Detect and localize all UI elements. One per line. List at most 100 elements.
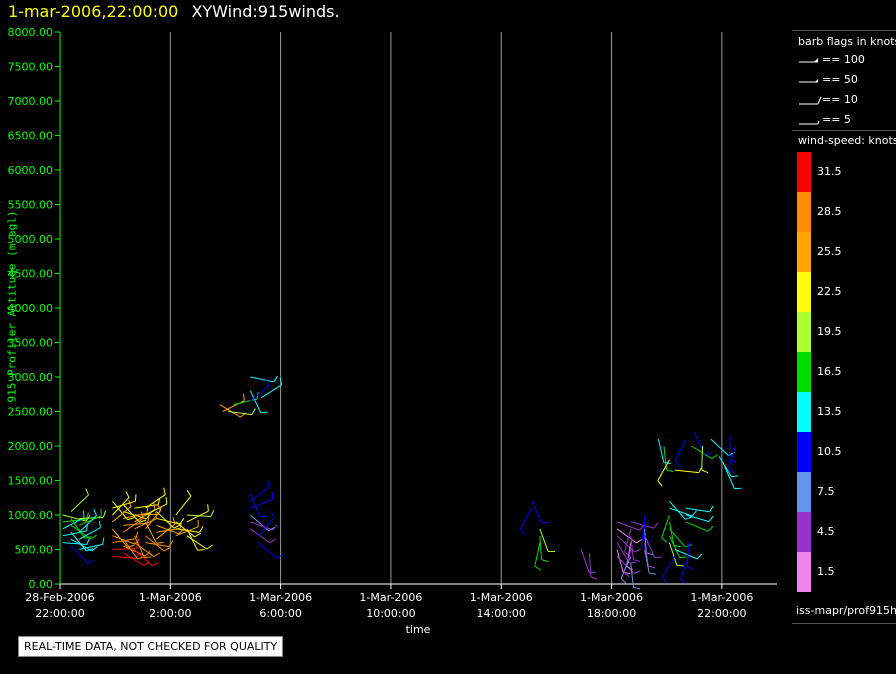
wind-barb — [249, 479, 270, 502]
x-tick-label-time: 22:00:00 — [35, 607, 84, 620]
colorbar-segment — [797, 352, 811, 392]
wind-barb — [70, 538, 98, 552]
barb-legend-title: barb flags in knots — [798, 35, 896, 48]
wind-barb — [249, 528, 276, 544]
wind-barb — [228, 408, 256, 416]
wind-barb — [250, 521, 278, 531]
x-tick-label-time: 22:00:00 — [697, 607, 746, 620]
y-tick-label: 6500.00 — [8, 130, 54, 143]
wind-barb — [657, 459, 670, 487]
colorbar-segment — [797, 152, 811, 192]
y-tick-label: 5000.00 — [8, 233, 54, 246]
wind-barb — [728, 445, 737, 474]
wind-barb — [620, 556, 632, 584]
x-tick-label-date: 1-Mar-2006 — [470, 591, 533, 604]
title-time: 1-mar-2006,22:00:00 — [8, 2, 179, 21]
colorbar-label: 7.5 — [817, 485, 835, 498]
colorbar-segment — [797, 272, 811, 312]
x-tick-label-date: 1-Mar-2006 — [359, 591, 422, 604]
colorbar-segment — [797, 312, 811, 352]
wind-barb — [630, 535, 641, 562]
wind-barb — [616, 535, 642, 553]
wind-barb — [534, 542, 541, 571]
wind-barb — [691, 445, 718, 460]
wind-barb — [531, 500, 549, 524]
wind-barb — [588, 552, 598, 580]
wind-barb — [186, 535, 213, 550]
colorbar-label: 31.5 — [817, 165, 842, 178]
wind-barb — [258, 542, 284, 559]
wind-barb — [79, 537, 105, 550]
y-tick-label: 3500.00 — [8, 337, 54, 350]
wind-barb — [718, 456, 739, 478]
wind-barb — [134, 549, 159, 567]
wind-barb — [644, 535, 662, 558]
y-tick-label: 2000.00 — [8, 440, 54, 453]
wind-barb — [112, 491, 130, 516]
x-tick-label-time: 6:00:00 — [259, 607, 301, 620]
x-tick-label-date: 1-Mar-2006 — [690, 591, 753, 604]
wind-barb — [729, 435, 737, 463]
wind-barb — [685, 521, 714, 532]
wind-barb — [78, 508, 97, 533]
wind-barb — [175, 521, 201, 538]
colorbar-segment — [797, 512, 811, 552]
wind-barb — [701, 445, 709, 474]
wind-barb — [644, 542, 656, 569]
wind-barb — [175, 519, 199, 537]
wind-barb — [685, 514, 714, 523]
wind-barb — [674, 549, 703, 560]
colorbar-label: 25.5 — [817, 245, 842, 258]
quality-warning: REAL-TIME DATA, NOT CHECKED FOR QUALITY — [18, 636, 284, 657]
y-tick-label: 7000.00 — [8, 95, 54, 108]
wind-barb — [112, 500, 135, 521]
wind-barb — [250, 492, 274, 509]
colorbar-segment — [797, 192, 811, 232]
wind-barb — [79, 520, 101, 540]
wind-barb — [539, 535, 549, 563]
wind-barb — [123, 545, 151, 557]
y-tick-label: 4500.00 — [8, 268, 54, 281]
legend-frame — [792, 130, 896, 624]
wind-barb — [630, 521, 659, 529]
wind-barb — [249, 379, 270, 402]
colorbar-segment — [797, 552, 811, 592]
x-tick-label-time: 14:00:00 — [477, 607, 526, 620]
wind-barb — [62, 523, 88, 537]
y-tick-label: 0.00 — [29, 578, 54, 591]
wind-barb — [674, 438, 687, 467]
data-source-label: iss-mapr/prof915h — [796, 604, 896, 617]
colorbar-segment — [797, 392, 811, 432]
y-tick-label: 500.00 — [15, 544, 54, 557]
x-tick-label-date: 1-Mar-2006 — [139, 591, 202, 604]
colorbar-label: 19.5 — [817, 325, 842, 338]
wind-barb — [145, 496, 168, 516]
y-tick-label: 1000.00 — [8, 509, 54, 522]
wind-barb — [261, 377, 283, 399]
y-tick-label: 4000.00 — [8, 302, 54, 315]
colorbar-label: 28.5 — [817, 205, 842, 218]
x-tick-label-time: 10:00:00 — [366, 607, 415, 620]
wind-barb — [616, 528, 643, 544]
wind-barb — [669, 507, 698, 517]
wind-barb — [62, 538, 91, 546]
wind-barb — [145, 535, 171, 552]
wind-barb — [134, 542, 161, 557]
title-text: XYWind:915winds. — [191, 2, 340, 21]
wind-barb — [661, 514, 670, 543]
colorbar-segment — [797, 472, 811, 512]
barb-legend: barb flags in knots == 100 == 50 == 10 =… — [792, 30, 896, 131]
wind-barb — [258, 511, 275, 537]
x-tick-label-date: 28-Feb-2006 — [25, 591, 94, 604]
wind-barb — [519, 507, 533, 535]
x-tick-label-time: 18:00:00 — [587, 607, 636, 620]
wind-barb — [580, 549, 597, 573]
y-tick-label: 7500.00 — [8, 61, 54, 74]
wind-barb — [250, 375, 279, 383]
wind-barb — [668, 535, 687, 558]
wind-barb — [616, 556, 641, 574]
wind-barb — [685, 505, 714, 513]
wind-barb — [661, 556, 676, 583]
wind-barb — [156, 517, 176, 540]
